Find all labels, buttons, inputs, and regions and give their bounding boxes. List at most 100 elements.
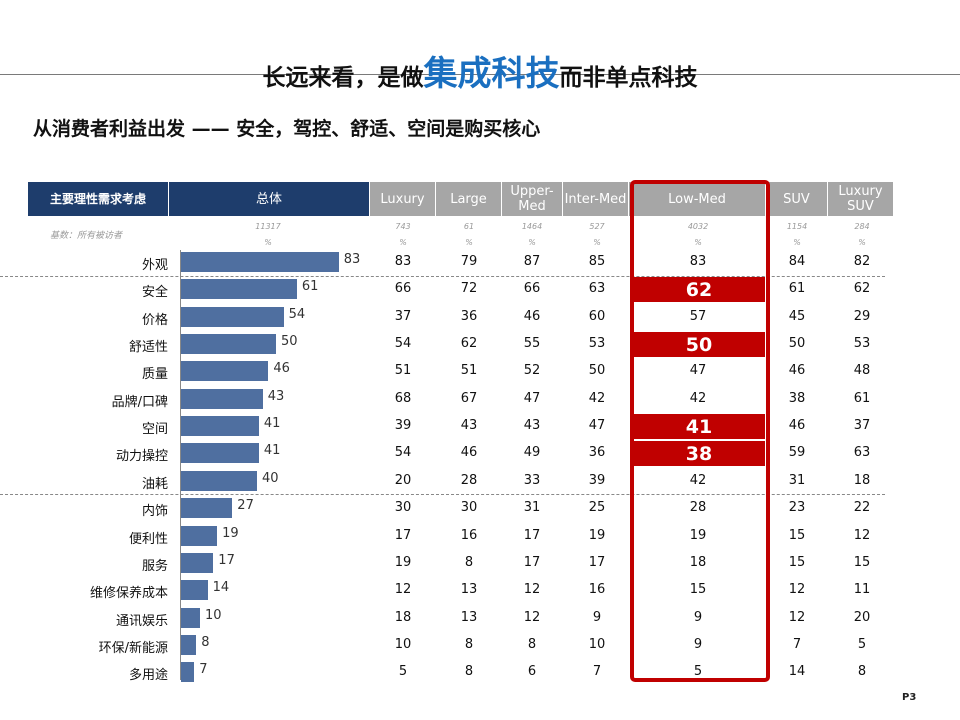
cell-large: 16 <box>460 527 478 543</box>
cell-luxury-suv: 5 <box>857 636 867 652</box>
cell-inter-med: 85 <box>588 254 606 269</box>
base-unit: % <box>465 238 473 247</box>
cell-large: 62 <box>460 336 478 352</box>
cell-luxury-suv: 15 <box>853 554 871 570</box>
cell-luxury: 18 <box>394 609 412 625</box>
highlight-value: 50 <box>633 332 765 358</box>
group-divider <box>0 494 885 495</box>
cell-upper-med: 17 <box>523 527 541 543</box>
bar-value: 10 <box>205 607 222 623</box>
row-label: 内饰 <box>141 504 168 520</box>
header-col-suv: SUV <box>766 182 828 216</box>
cell-luxury-suv: 20 <box>853 609 871 625</box>
row-label: 质量 <box>141 367 168 383</box>
base-count: 61 <box>463 222 475 231</box>
cell-luxury-suv: 18 <box>853 472 871 488</box>
header-col-low-med: Low-Med <box>629 182 766 216</box>
base-label: 基数：所有被访者 <box>50 231 123 241</box>
cell-luxury-suv: 11 <box>853 582 871 598</box>
base-count: 527 <box>589 222 605 231</box>
cell-large: 13 <box>460 582 478 598</box>
bar-value: 41 <box>263 416 281 432</box>
cell-low-med: 42 <box>689 472 707 488</box>
bar <box>181 552 214 573</box>
cell-inter-med: 17 <box>588 554 606 570</box>
base-unit: % <box>399 238 407 247</box>
cell-luxury: 10 <box>394 636 412 652</box>
low-med-highlight-frame <box>630 180 770 682</box>
bar <box>181 525 218 546</box>
cell-inter-med: 42 <box>588 390 606 406</box>
cell-luxury: 66 <box>394 281 412 297</box>
bar <box>181 662 195 683</box>
cell-luxury-suv: 8 <box>857 664 867 680</box>
title-divider <box>0 74 960 75</box>
base-unit: % <box>593 238 601 247</box>
header-col-luxury: Luxury <box>370 182 436 216</box>
cell-luxury: 19 <box>394 554 412 570</box>
cell-inter-med: 47 <box>588 418 606 434</box>
bar-value: 54 <box>288 306 306 322</box>
cell-large: 67 <box>460 390 478 406</box>
cell-suv: 15 <box>788 554 806 570</box>
bar-value: 17 <box>218 552 235 568</box>
cell-inter-med: 60 <box>588 308 606 324</box>
base-count: 4032 <box>687 222 709 231</box>
base-count: 1154 <box>786 222 808 231</box>
base-unit: % <box>694 238 702 247</box>
cell-large: 43 <box>460 418 478 434</box>
row-label: 服务 <box>141 558 168 574</box>
cell-luxury-suv: 53 <box>853 336 871 352</box>
group-divider <box>0 276 885 277</box>
cell-inter-med: 53 <box>588 336 606 352</box>
cell-upper-med: 6 <box>527 664 537 680</box>
cell-luxury-suv: 61 <box>853 390 871 406</box>
row-label: 环保/新能源 <box>98 640 168 656</box>
bar-value: 61 <box>301 279 319 295</box>
cell-inter-med: 25 <box>588 500 606 516</box>
cell-luxury-suv: 37 <box>853 418 871 434</box>
cell-luxury-suv: 12 <box>853 527 871 543</box>
cell-upper-med: 17 <box>523 554 541 570</box>
cell-suv: 15 <box>788 527 806 543</box>
cell-inter-med: 10 <box>588 636 606 652</box>
cell-upper-med: 12 <box>523 582 541 598</box>
bar <box>181 279 297 300</box>
cell-luxury-suv: 22 <box>853 500 871 516</box>
cell-inter-med: 50 <box>588 363 606 379</box>
cell-large: 13 <box>460 609 478 625</box>
bar-value: 19 <box>222 525 239 541</box>
cell-suv: 59 <box>788 445 806 461</box>
bar-value: 8 <box>201 634 210 650</box>
bar-value: 46 <box>273 361 290 377</box>
cell-inter-med: 7 <box>592 664 602 680</box>
bar <box>181 416 259 437</box>
row-label: 油耗 <box>141 476 168 492</box>
base-count: 1464 <box>521 222 543 231</box>
cell-low-med: 28 <box>689 500 707 516</box>
cell-low-med: 83 <box>689 254 707 269</box>
cell-large: 28 <box>460 472 478 488</box>
cell-luxury: 20 <box>394 472 412 488</box>
row-label: 便利性 <box>128 531 168 547</box>
cell-suv: 12 <box>788 609 806 625</box>
cell-luxury: 30 <box>394 500 412 516</box>
cell-luxury-suv: 29 <box>853 308 871 324</box>
cell-low-med: 47 <box>689 363 707 379</box>
highlight-value: 38 <box>633 441 765 467</box>
header-col-inter-med: Inter-Med <box>563 182 629 216</box>
bar <box>181 388 263 409</box>
cell-upper-med: 12 <box>523 609 541 625</box>
cell-inter-med: 16 <box>588 582 606 598</box>
cell-luxury: 54 <box>394 336 412 352</box>
cell-suv: 45 <box>788 308 806 324</box>
row-label: 外观 <box>141 258 168 273</box>
cell-suv: 14 <box>788 664 806 680</box>
cell-upper-med: 33 <box>523 472 541 488</box>
cell-suv: 50 <box>788 336 806 352</box>
bar-value: 83 <box>343 252 361 267</box>
header-total: 总体 <box>169 182 370 216</box>
cell-luxury: 51 <box>394 363 412 379</box>
base-unit: % <box>528 238 536 247</box>
page-number: P3 <box>902 692 917 703</box>
